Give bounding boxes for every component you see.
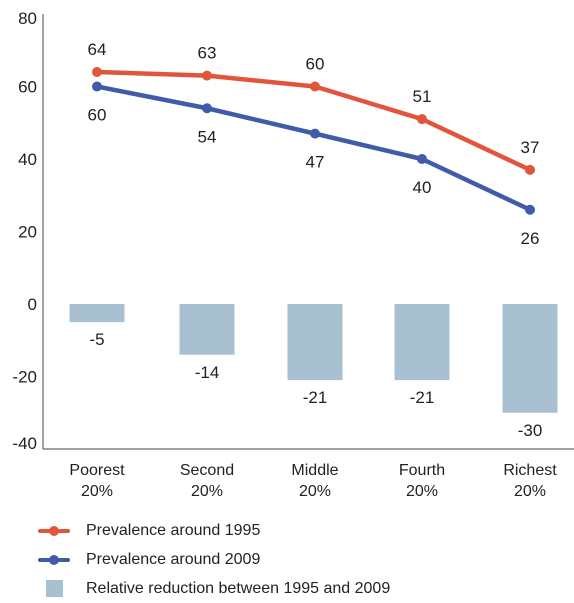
bar-value-label: -5: [89, 330, 104, 349]
point-value-label: 51: [413, 87, 432, 106]
legend-item-reduction: Relative reduction between 1995 and 2009: [38, 574, 390, 603]
y-tick-label: -40: [12, 434, 37, 453]
point-value-label: 60: [88, 106, 107, 125]
point-value-label: 60: [306, 55, 325, 74]
bar-value-label: -30: [518, 421, 543, 440]
bar-value-label: -14: [195, 363, 220, 382]
bar-reduction: [69, 304, 125, 323]
point-value-label: 64: [88, 40, 107, 59]
category-label: Middle: [291, 462, 338, 479]
point-value-label: 40: [413, 178, 432, 197]
y-tick-labels: -40 -20 0 20 40 60 80: [12, 9, 37, 453]
bar-value-label: -21: [410, 388, 435, 407]
point-value-label: 47: [306, 153, 325, 172]
data-point: [525, 204, 535, 215]
category-label: Poorest: [69, 462, 125, 479]
data-point: [202, 70, 212, 81]
bar-reduction: [394, 304, 450, 381]
category-label: 20%: [299, 483, 331, 500]
y-tick-label: -20: [12, 368, 37, 387]
data-point: [92, 81, 102, 92]
legend-label-2009: Prevalence around 2009: [86, 551, 261, 568]
point-value-label: 37: [521, 138, 540, 157]
category-label: 20%: [191, 483, 223, 500]
series-lines: [92, 67, 535, 215]
category-label: Fourth: [399, 462, 445, 479]
legend-item-1995: Prevalence around 1995: [38, 516, 390, 545]
y-tick-label: 40: [18, 150, 37, 169]
point-value-label: 26: [521, 229, 540, 248]
category-labels: Poorest 20% Second 20% Middle 20% Fourth 20% Ric…: [69, 462, 557, 500]
category-label: 20%: [514, 483, 546, 500]
legend-label-1995: Prevalence around 1995: [86, 522, 261, 539]
category-label: Second: [180, 462, 234, 479]
category-label: 20%: [406, 483, 438, 500]
data-point: [310, 81, 320, 92]
bar-reduction: [179, 304, 235, 355]
data-point: [417, 154, 427, 164]
data-point: [417, 114, 427, 125]
y-tick-label: 80: [18, 9, 37, 28]
bar-reduction: [287, 304, 343, 381]
legend-dot-marker: [49, 526, 59, 536]
data-point: [525, 164, 535, 175]
legend-dot-marker: [49, 555, 59, 565]
bar-reduction: [502, 304, 558, 413]
y-tick-label: 60: [18, 78, 37, 97]
series-line: [94, 84, 533, 212]
legend: Prevalence around 1995 Prevalence around…: [38, 516, 390, 603]
data-labels: -5 -14 -21 -21 -30 64 63 60 51 37 60 54 47 40 26: [88, 40, 543, 440]
point-value-label: 63: [198, 44, 217, 63]
legend-label-reduction: Relative reduction between 1995 and 2009: [86, 580, 391, 597]
bar-value-label: -21: [303, 388, 328, 407]
point-value-label: 54: [198, 127, 217, 146]
data-point: [202, 103, 212, 114]
category-label: 20%: [81, 483, 113, 500]
y-tick-label: 0: [28, 295, 37, 314]
data-point: [310, 128, 320, 139]
legend-bar-swatch: [46, 580, 63, 597]
data-point: [92, 67, 102, 77]
legend-item-2009: Prevalence around 2009: [38, 545, 390, 574]
y-tick-label: 20: [18, 223, 37, 242]
category-label: Richest: [503, 462, 557, 479]
bars: [69, 304, 558, 413]
